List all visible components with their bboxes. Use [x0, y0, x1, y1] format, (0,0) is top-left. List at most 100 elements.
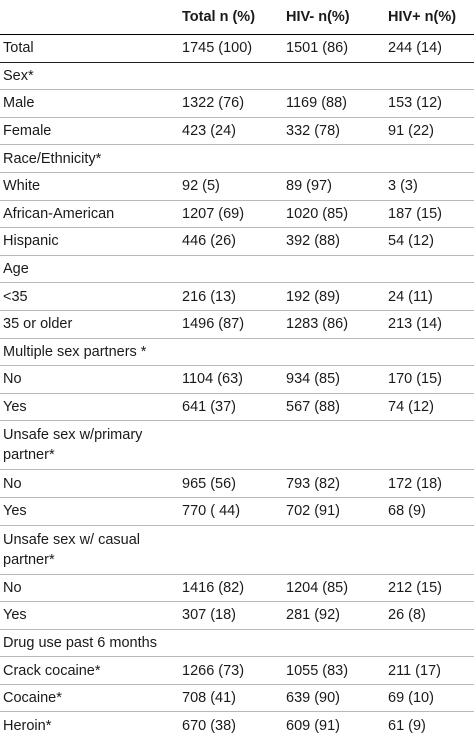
cell-hiv-positive — [388, 338, 474, 367]
table-row: Hispanic 446 (26) 392 (88) 54 (12) — [0, 227, 474, 256]
cell-hiv-negative: 1169 (88) — [286, 89, 388, 118]
cell-hiv-negative — [286, 62, 388, 91]
cell-total: 670 (38) — [182, 718, 237, 735]
table-row: Drug use past 6 months — [0, 629, 474, 658]
cell-hiv-negative: 1055 (83) — [286, 656, 388, 685]
cell-hiv-positive: 187 (15) — [388, 200, 474, 229]
cell-hiv-negative: 392 (88) — [286, 227, 388, 256]
cell-total: 708 (41) — [178, 684, 286, 713]
cell-total: 446 (26) — [178, 227, 286, 256]
cell-hiv-positive — [388, 255, 474, 284]
table-row: Unsafe sex w/primary partner* — [0, 420, 474, 471]
cell-total: 1207 (69) — [178, 200, 286, 229]
cell-hiv-negative — [286, 525, 388, 575]
cell-hiv-positive: 170 (15) — [388, 365, 474, 394]
row-label: White — [0, 172, 178, 201]
cell-total: 1322 (76) — [178, 89, 286, 118]
table-row: No 1416 (82) 1204 (85) 212 (15) — [0, 574, 474, 603]
cell-hiv-positive — [388, 629, 474, 658]
row-label: Crack cocaine* — [0, 656, 178, 685]
table-row: 35 or older 1496 (87) 1283 (86) 213 (14) — [0, 310, 474, 339]
cell-hiv-positive: 3 (3) — [388, 172, 474, 201]
table-row: Yes 307 (18) 281 (92) 26 (8) — [0, 601, 474, 630]
cell-hiv-positive: 69 (10) — [388, 684, 474, 713]
cell-hiv-positive: 54 (12) — [388, 227, 474, 256]
table-row: Male 1322 (76) 1169 (88) 153 (12) — [0, 89, 474, 118]
cell-hiv-negative: 702 (91) — [286, 497, 388, 526]
cell-hiv-negative — [286, 255, 388, 284]
table-header: Total n (%) HIV- n(%) HIV+ n(%) — [0, 0, 474, 35]
row-label: Age — [0, 255, 178, 284]
cell-total: 965 (56) — [178, 469, 286, 498]
table-row: Race/Ethnicity* — [0, 144, 474, 173]
cell-hiv-negative: 567 (88) — [286, 393, 388, 422]
cell-hiv-negative: 934 (85) — [286, 365, 388, 394]
cell-hiv-positive: 211 (17) — [388, 656, 474, 685]
row-label: 35 or older — [0, 310, 178, 339]
table-row: Age — [0, 255, 474, 284]
row-label: Cocaine* — [0, 684, 178, 713]
cell-total — [178, 144, 286, 173]
table-row: Yes 770 ( 44) 702 (91) 68 (9) — [0, 497, 474, 526]
row-label: Sex* — [0, 62, 178, 91]
row-label: No — [0, 469, 178, 498]
row-label: Heroin* — [3, 718, 52, 735]
cell-hiv-positive: 91 (22) — [388, 117, 474, 146]
row-label: Female — [0, 117, 178, 146]
cell-hiv-positive: 24 (11) — [388, 282, 474, 311]
table-row: No 1104 (63) 934 (85) 170 (15) — [0, 365, 474, 394]
cell-hiv-positive: 213 (14) — [388, 310, 474, 339]
cell-hiv-negative: 332 (78) — [286, 117, 388, 146]
row-label: Yes — [0, 601, 178, 630]
header-total: Total n (%) — [178, 0, 286, 35]
cell-total — [178, 420, 286, 471]
row-label: Unsafe sex w/ casual partner* — [0, 525, 178, 575]
cell-hiv-negative: 609 (91) — [286, 718, 341, 735]
cell-total: 1496 (87) — [178, 310, 286, 339]
header-hiv-positive: HIV+ n(%) — [388, 0, 474, 35]
cell-hiv-negative: 281 (92) — [286, 601, 388, 630]
cell-hiv-positive — [388, 62, 474, 91]
cell-hiv-positive: 172 (18) — [388, 469, 474, 498]
cell-hiv-negative: 89 (97) — [286, 172, 388, 201]
row-label: Unsafe sex w/primary partner* — [0, 420, 178, 471]
cell-hiv-negative: 639 (90) — [286, 684, 388, 713]
table-row: Sex* — [0, 62, 474, 91]
table-row: No 965 (56) 793 (82) 172 (18) — [0, 469, 474, 498]
header-label — [0, 0, 178, 35]
header-hiv-negative: HIV- n(%) — [286, 0, 388, 35]
row-label: Multiple sex partners * — [0, 338, 178, 367]
cell-total — [178, 338, 286, 367]
cell-total: 641 (37) — [178, 393, 286, 422]
row-label: Yes — [0, 497, 178, 526]
row-label: Total — [0, 34, 178, 63]
row-label: Hispanic — [0, 227, 178, 256]
cell-hiv-negative: 1020 (85) — [286, 200, 388, 229]
row-label: <35 — [0, 282, 178, 311]
cell-hiv-positive: 61 (9) — [388, 718, 426, 735]
cell-total: 216 (13) — [178, 282, 286, 311]
table-row: Total 1745 (100) 1501 (86) 244 (14) — [0, 34, 474, 63]
cell-hiv-negative: 793 (82) — [286, 469, 388, 498]
cell-hiv-positive — [388, 420, 474, 471]
cell-hiv-positive: 26 (8) — [388, 601, 474, 630]
cell-total: 423 (24) — [178, 117, 286, 146]
table-row: African-American 1207 (69) 1020 (85) 187 (1… — [0, 200, 474, 229]
table-row: Yes 641 (37) 567 (88) 74 (12) — [0, 393, 474, 422]
row-label: No — [0, 574, 178, 603]
cell-total: 1266 (73) — [178, 656, 286, 685]
cell-total: 1104 (63) — [178, 365, 286, 394]
table-row: Unsafe sex w/ casual partner* — [0, 525, 474, 575]
cell-hiv-positive: 153 (12) — [388, 89, 474, 118]
cell-hiv-negative — [286, 338, 388, 367]
cell-total — [178, 62, 286, 91]
table-row: <35 216 (13) 192 (89) 24 (11) — [0, 282, 474, 311]
row-label: Male — [0, 89, 178, 118]
cell-hiv-negative: 1204 (85) — [286, 574, 388, 603]
cell-total — [178, 255, 286, 284]
cell-total: 770 ( 44) — [178, 497, 286, 526]
row-label: No — [0, 365, 178, 394]
row-label: Race/Ethnicity* — [0, 144, 178, 173]
table-row: Multiple sex partners * — [0, 338, 474, 367]
cell-total: 1416 (82) — [178, 574, 286, 603]
